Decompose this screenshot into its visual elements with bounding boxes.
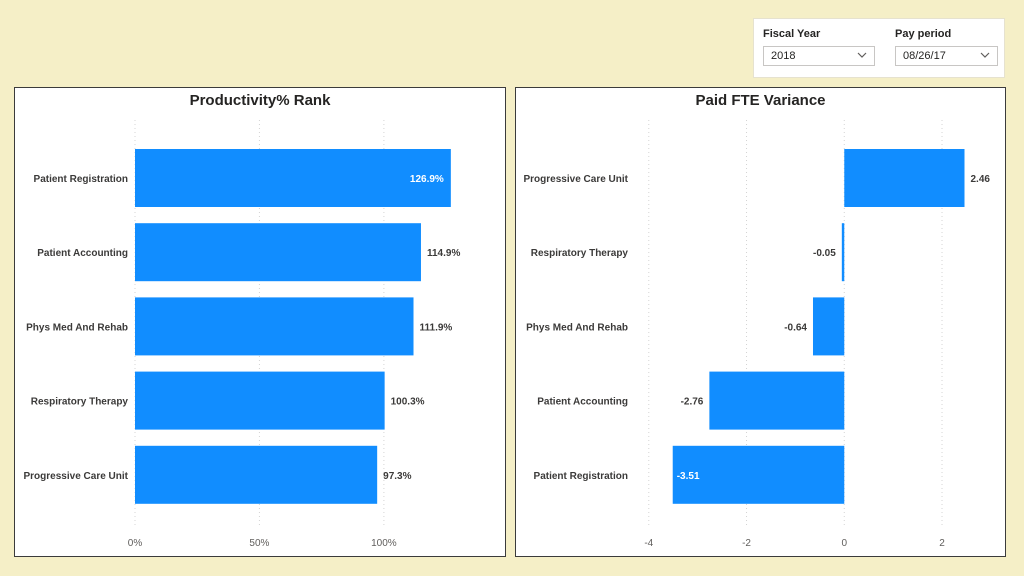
productivity-rank-panel: Productivity% Rank 0% 50% 100% Patient Regi… xyxy=(14,87,506,557)
data-label: 114.9% xyxy=(427,248,460,259)
data-label: -0.64 xyxy=(784,322,807,333)
bar[interactable] xyxy=(135,223,421,282)
bar[interactable] xyxy=(812,297,845,356)
chart-title: Productivity% Rank xyxy=(189,92,331,109)
data-label: 97.3% xyxy=(383,471,411,482)
fiscal-year-dropdown[interactable]: 2018 xyxy=(763,46,875,66)
fiscal-year-value: 2018 xyxy=(771,50,796,62)
pay-period-dropdown[interactable]: 08/26/17 xyxy=(895,46,998,66)
x-tick-label: -2 xyxy=(742,538,751,549)
category-label: Phys Med And Rehab xyxy=(26,322,128,333)
pay-period-label: Pay period xyxy=(895,28,952,40)
chevron-down-icon xyxy=(980,52,990,58)
slicer-panel: Fiscal Year 2018 Pay period 08/26/17 xyxy=(753,18,1005,78)
bar[interactable] xyxy=(841,223,845,282)
x-tick-label: 2 xyxy=(939,538,945,549)
data-label: 100.3% xyxy=(391,397,425,408)
bar[interactable] xyxy=(844,149,965,207)
bar[interactable] xyxy=(135,297,414,356)
bar[interactable] xyxy=(135,445,378,504)
fiscal-year-label: Fiscal Year xyxy=(763,28,821,40)
category-label: Patient Accounting xyxy=(537,397,628,408)
data-label: 2.46 xyxy=(970,174,990,185)
chevron-down-icon xyxy=(857,52,867,58)
data-label: -3.51 xyxy=(677,471,700,482)
category-label: Progressive Care Unit xyxy=(524,174,629,185)
bar[interactable] xyxy=(709,371,845,430)
category-label: Patient Registration xyxy=(34,174,128,185)
category-label: Progressive Care Unit xyxy=(24,471,129,482)
x-tick-label: 100% xyxy=(371,538,397,549)
category-label: Patient Registration xyxy=(534,471,628,482)
bar[interactable] xyxy=(135,149,451,207)
x-tick-label: 50% xyxy=(249,538,269,549)
x-tick-label: -4 xyxy=(644,538,653,549)
fiscal-year-slicer: Fiscal Year 2018 xyxy=(763,26,875,66)
category-label: Respiratory Therapy xyxy=(31,397,129,408)
x-tick-label: 0% xyxy=(128,538,143,549)
paid-fte-variance-chart: -4 -2 0 2 Progressive Care Unit 2.46 Respirato… xyxy=(524,120,990,549)
productivity-rank-chart: 0% 50% 100% Patient Registration 126.9% Patie… xyxy=(24,120,460,549)
category-label: Respiratory Therapy xyxy=(531,248,629,259)
data-label: -0.05 xyxy=(813,248,836,259)
category-label: Phys Med And Rehab xyxy=(526,322,628,333)
paid-fte-variance-panel: Paid FTE Variance -4 -2 0 2 Progressive Care… xyxy=(515,87,1006,557)
pay-period-slicer: Pay period 08/26/17 xyxy=(895,26,1007,66)
bar[interactable] xyxy=(135,371,385,430)
chart-title: Paid FTE Variance xyxy=(695,92,826,109)
pay-period-value: 08/26/17 xyxy=(903,50,946,62)
data-label: 126.9% xyxy=(410,174,444,185)
x-tick-label: 0 xyxy=(841,538,847,549)
bar[interactable] xyxy=(672,445,845,504)
data-label: -2.76 xyxy=(681,397,704,408)
data-label: 111.9% xyxy=(420,322,453,333)
category-label: Patient Accounting xyxy=(37,248,128,259)
